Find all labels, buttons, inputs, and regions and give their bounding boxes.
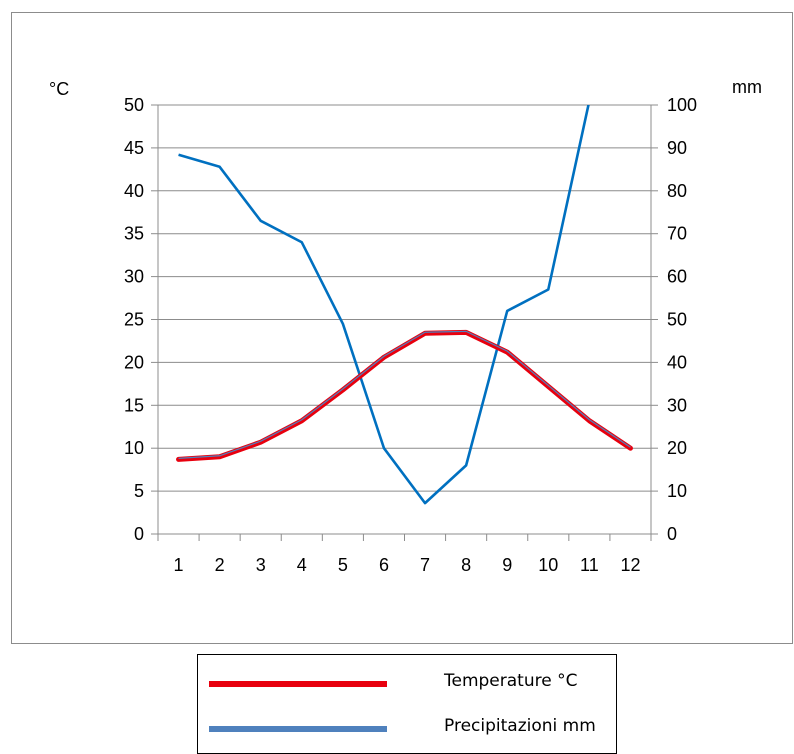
left-axis-ticks: 0 5 10 15 20 25 30 35 40 45 50	[124, 95, 158, 544]
right-tick-label: 80	[667, 181, 687, 201]
legend-label-temperature: Temperature °C	[444, 671, 578, 691]
chart-frame: 0 5 10 15 20 25 30 35 40 45 50 0 10 20 30 40 50 60 70 80 90…	[11, 12, 793, 644]
right-tick-label: 30	[667, 395, 687, 415]
left-tick-label: 45	[124, 138, 144, 158]
x-tick-label: 3	[256, 555, 266, 575]
right-tick-label: 20	[667, 438, 687, 458]
right-tick-label: 40	[667, 352, 687, 372]
x-tick-label: 9	[502, 555, 512, 575]
legend-swatch-temperature	[209, 681, 387, 687]
x-tick-label: 4	[297, 555, 307, 575]
x-axis-ticks: 1 2 3 4 5 6 7 8 9 10 11 12	[157, 534, 652, 575]
left-tick-label: 50	[124, 95, 144, 115]
temperature-line	[176, 329, 633, 462]
right-tick-label: 60	[667, 267, 687, 287]
x-tick-label: 8	[461, 555, 471, 575]
left-axis-unit: °C	[49, 79, 69, 99]
x-tick-label: 12	[620, 555, 640, 575]
left-tick-label: 40	[124, 181, 144, 201]
right-tick-label: 100	[667, 95, 697, 115]
right-axis-unit: mm	[732, 77, 762, 97]
x-tick-label: 1	[174, 555, 184, 575]
precipitation-line	[178, 105, 590, 505]
x-tick-label: 2	[215, 555, 225, 575]
left-tick-label: 25	[124, 310, 144, 330]
legend: Temperature °C Precipitazioni mm	[197, 654, 617, 754]
left-tick-label: 10	[124, 438, 144, 458]
legend-swatch-precipitation	[209, 726, 387, 732]
x-tick-label: 11	[580, 555, 599, 575]
legend-item-temperature: Temperature °C	[198, 668, 616, 698]
legend-item-precipitation: Precipitazioni mm	[198, 713, 616, 743]
x-tick-label: 6	[379, 555, 389, 575]
temperature-line-overlay	[178, 330, 631, 459]
right-tick-label: 10	[667, 481, 687, 501]
series-lines	[176, 105, 633, 505]
x-tick-label: 7	[420, 555, 430, 575]
x-tick-label: 5	[338, 555, 348, 575]
right-tick-label: 90	[667, 138, 687, 158]
legend-label-precipitation: Precipitazioni mm	[444, 716, 596, 736]
left-tick-label: 5	[134, 481, 144, 501]
left-tick-label: 20	[124, 352, 144, 372]
left-tick-label: 30	[124, 267, 144, 287]
left-tick-label: 0	[134, 524, 144, 544]
right-tick-label: 50	[667, 310, 687, 330]
left-tick-label: 15	[124, 395, 144, 415]
x-tick-label: 10	[538, 555, 558, 575]
right-tick-label: 70	[667, 224, 687, 244]
right-tick-label: 0	[667, 524, 677, 544]
right-axis-ticks: 0 10 20 30 40 50 60 70 80 90 100	[651, 95, 697, 544]
left-tick-label: 35	[124, 224, 144, 244]
